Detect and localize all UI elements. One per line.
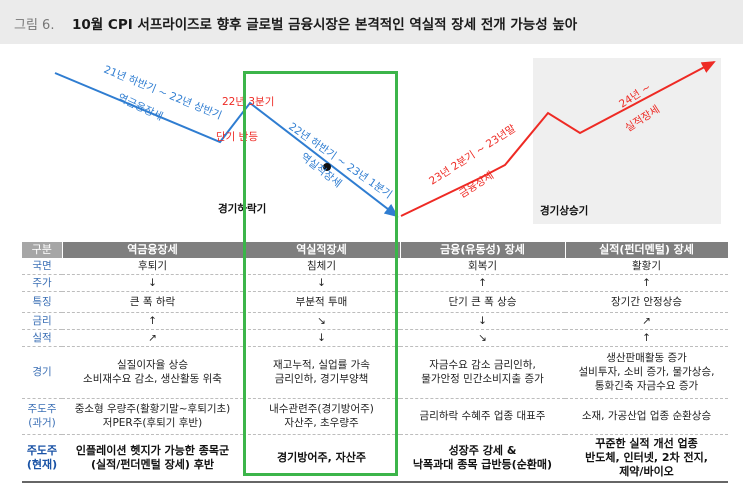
rate-trend-arrow: ↗: [642, 314, 651, 327]
recession-label: 경기하락기: [218, 202, 266, 215]
table-row: 특징 큰 폭 하락 부분적 투매 단기 큰 폭 상승 장기간 안정상승: [22, 291, 728, 312]
table-cell: 단기 큰 폭 상승: [448, 295, 517, 308]
table-cell: 성장주 강세 & 낙폭과대 종목 급반등(순환매): [412, 443, 553, 471]
table-cell: 큰 폭 하락: [129, 295, 176, 308]
header-reverse-earnings: 역실적장세: [243, 242, 401, 258]
table-row: 경기 실질이자율 상승 소비재수요 감소, 생산활동 위축 재고누적, 실업률 …: [22, 346, 728, 398]
earnings-trend-arrow: ↘: [478, 331, 487, 344]
mid-phase: 단기 반등: [216, 131, 258, 143]
rate-trend-arrow: ↘: [317, 314, 326, 327]
rise-line: [400, 61, 716, 217]
table-cell: 내수관련주(경기방어주) 자산주, 초우량주: [269, 403, 374, 429]
table-cell: 재고누적, 실업률 가속 금리인하, 경기부양책: [273, 359, 370, 385]
table-row: 실적 ↗ ↓ ↘ ↑: [22, 329, 728, 346]
table-header-row: 구분 역금융장세 역실적장세 금융(유동성) 장세 실적(펀더멘털) 장세: [22, 242, 729, 258]
header-reverse-financial: 역금융장세: [62, 242, 244, 258]
rate-trend-arrow: ↓: [478, 314, 487, 327]
table-cell: 침체기: [307, 259, 336, 272]
stock-trend-arrow: ↑: [642, 276, 651, 289]
stock-trend-arrow: ↓: [317, 276, 326, 289]
earnings-trend-arrow: ↓: [317, 331, 326, 344]
table-row: 주가 ↓ ↓ ↑ ↑: [22, 274, 728, 291]
table-cell: 활황기: [632, 259, 661, 272]
stock-trend-arrow: ↓: [148, 276, 157, 289]
market-cycle-diagram: 21년 하반기 ~ 22년 상반기 역금융장세 22년 3분기 단기 반등 22…: [54, 58, 721, 224]
figure-title: 10월 CPI 서프라이즈로 향후 글로벌 금융시장은 본격적인 역실적 장세 …: [72, 17, 578, 33]
row-label: 특징: [32, 295, 52, 308]
table-row: 주도주 (과거) 중소형 우량주(활황기말~후퇴기초) 저PER주(후퇴기 후반…: [22, 398, 728, 434]
table-cell: 소재, 가공산업 업종 순환상승: [581, 410, 712, 422]
table-row: 주도주 (현재) 인플레이션 헷지가 가능한 종목군 (실적/펀더멘털 장세) …: [22, 434, 728, 482]
seg3-phase: 금융장세: [457, 169, 496, 200]
table-row: 금리 ↑ ↘ ↓ ↗: [22, 312, 728, 329]
earnings-trend-arrow: ↗: [148, 331, 157, 344]
market-phase-table: 구분 역금융장세 역실적장세 금융(유동성) 장세 실적(펀더멘털) 장세 국면…: [22, 242, 729, 483]
table-cell: 자금수요 감소 금리인하, 물가안정 민간소비지출 증가: [421, 359, 544, 385]
header-financial: 금융(유동성) 장세: [400, 242, 566, 258]
header-category: 구분: [22, 242, 63, 258]
table-cell: 생산판매활동 증가 설비투자, 소비 증가, 물가상승, 통화긴축 자금수요 증…: [578, 352, 715, 392]
table-cell: 인플레이션 헷지가 가능한 종목군 (실적/펀더멘털 장세) 후반: [75, 443, 230, 471]
table-row: 국면 후퇴기 침체기 회복기 활황기: [22, 258, 728, 274]
decline-line: [54, 72, 399, 218]
row-label: 주도주 (현재): [26, 443, 58, 471]
stock-trend-arrow: ↑: [478, 276, 487, 289]
expansion-shade: [533, 58, 721, 224]
seg3-period: 23년 2분기 ~ 23년말: [427, 123, 518, 188]
row-label: 실적: [32, 331, 52, 344]
table-cell: 장기간 안정상승: [611, 295, 682, 308]
table-cell: 실질이자율 상승 소비재수요 감소, 생산활동 위축: [83, 359, 222, 385]
figure-header: 그림 6. 10월 CPI 서프라이즈로 향후 글로벌 금융시장은 본격적인 역…: [0, 0, 743, 44]
table-cell: 회복기: [468, 259, 497, 272]
row-label: 주도주 (과거): [27, 403, 57, 429]
row-label: 금리: [32, 314, 52, 327]
header-earnings: 실적(펀더멘털) 장세: [565, 242, 729, 258]
earnings-trend-arrow: ↑: [642, 331, 651, 344]
table-cell: 후퇴기: [138, 259, 167, 272]
row-label: 경기: [32, 366, 52, 378]
row-label: 국면: [32, 259, 52, 272]
table-cell: 부분적 투매: [295, 295, 348, 308]
expansion-label: 경기상승기: [540, 204, 588, 217]
current-point-marker: [323, 163, 331, 171]
mid-period: 22년 3분기: [222, 96, 274, 108]
row-label: 주가: [32, 276, 52, 289]
table-cell: 꾸준한 실적 개선 업종 반도체, 인터넷, 2차 전지, 제약/바이오: [585, 436, 708, 478]
table-cell: 금리하락 수혜주 업종 대표주: [419, 410, 546, 422]
rate-trend-arrow: ↑: [148, 314, 157, 327]
table-cell: 중소형 우량주(활황기말~후퇴기초) 저PER주(후퇴기 후반): [74, 403, 231, 429]
table-cell: 경기방어주, 자산주: [277, 450, 366, 464]
figure-number: 그림 6.: [14, 18, 55, 33]
